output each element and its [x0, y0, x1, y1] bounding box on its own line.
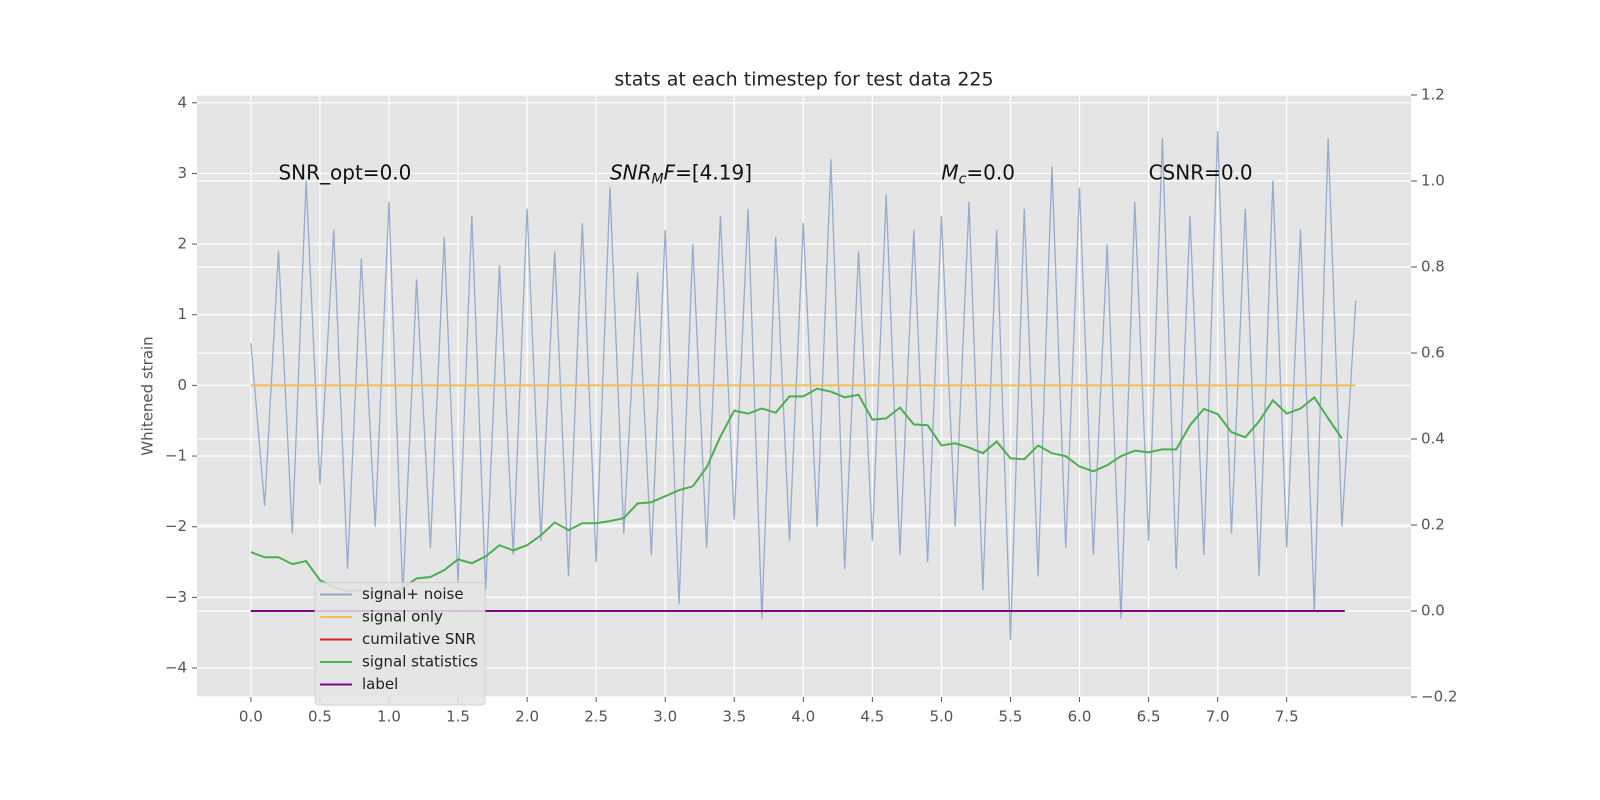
annotation-part: =[4.19]: [675, 160, 752, 184]
y2-tick-label: 1.0: [1421, 172, 1445, 190]
annotation-part: SNR_opt=0.0: [278, 160, 411, 184]
legend-label: signal+ noise: [362, 585, 464, 603]
y-tick-label: 2: [177, 235, 187, 253]
x-tick-label: 7.0: [1206, 708, 1230, 726]
x-tick-label: 2.0: [515, 708, 539, 726]
x-tick-label: 3.5: [722, 708, 746, 726]
y-tick-label: −3: [165, 588, 187, 606]
annotation-part: SNR: [610, 160, 652, 184]
x-tick-label: 4.0: [791, 708, 815, 726]
y-tick-label: 0: [177, 376, 187, 394]
chart-title: stats at each timestep for test data 225: [614, 69, 993, 91]
y2-tick-label: 0.4: [1421, 430, 1445, 448]
x-tick-label: 1.0: [377, 708, 401, 726]
y-tick-label: 4: [177, 93, 187, 111]
legend-label: label: [362, 675, 398, 693]
legend-label: cumilative SNR: [362, 630, 476, 648]
x-tick-label: 1.5: [446, 708, 470, 726]
annotation-part: c: [959, 171, 967, 187]
x-tick-label: 7.5: [1275, 708, 1299, 726]
legend-box: [314, 582, 486, 706]
x-tick-label: 5.5: [999, 708, 1023, 726]
y2-tick-label: 0.0: [1421, 602, 1445, 620]
x-tick-label: 6.0: [1068, 708, 1092, 726]
y2-tick-label: 0.8: [1421, 258, 1445, 276]
x-tick-label: 6.5: [1137, 708, 1161, 726]
annotation-part: CSNR=0.0: [1149, 160, 1253, 184]
x-tick-label: 5.0: [929, 708, 953, 726]
annotation-part: M: [652, 171, 664, 187]
x-tick-label: 3.0: [653, 708, 677, 726]
annotation-part: =0.0: [966, 160, 1015, 184]
axes: 0.0 0.5 1.0 1.5 2.0 2.5 3.0 3.5 4.0 4.5 5.0 5.5 6.0 6…: [165, 86, 1458, 726]
y-tick-label: 3: [177, 164, 187, 182]
series-line: [250, 131, 1357, 640]
y2-tick-label: −0.2: [1421, 688, 1457, 706]
y-tick-label: −1: [165, 447, 187, 465]
annotation-part: M: [941, 160, 958, 184]
annotation: Mc=0.0: [941, 160, 1015, 188]
grid: [197, 94, 1411, 698]
x-tick-label: 2.5: [584, 708, 608, 726]
legend-label: signal only: [362, 608, 443, 626]
y-axis-label: Whitened strain: [139, 336, 157, 455]
annotation: SNR_opt=0.0: [278, 160, 411, 184]
x-tick-label: 4.5: [860, 708, 884, 726]
y-tick-label: −2: [165, 517, 187, 535]
x-tick-label: 0.5: [308, 708, 332, 726]
y-tick-label: −4: [165, 659, 187, 677]
legend: signal+ noise signal only cumilative SNR si…: [314, 582, 486, 706]
annotation: SNRMF=[4.19]: [610, 160, 752, 188]
y2-tick-label: 0.2: [1421, 516, 1445, 534]
annotation-part: F: [664, 160, 676, 184]
legend-label: signal statistics: [362, 653, 478, 671]
y2-tick-label: 1.2: [1421, 86, 1445, 104]
y2-tick-label: 0.6: [1421, 344, 1445, 362]
series-line: [250, 387, 1343, 596]
annotation: CSNR=0.0: [1149, 160, 1253, 184]
x-tick-label: 0.0: [239, 708, 263, 726]
y-tick-label: 1: [177, 305, 187, 323]
